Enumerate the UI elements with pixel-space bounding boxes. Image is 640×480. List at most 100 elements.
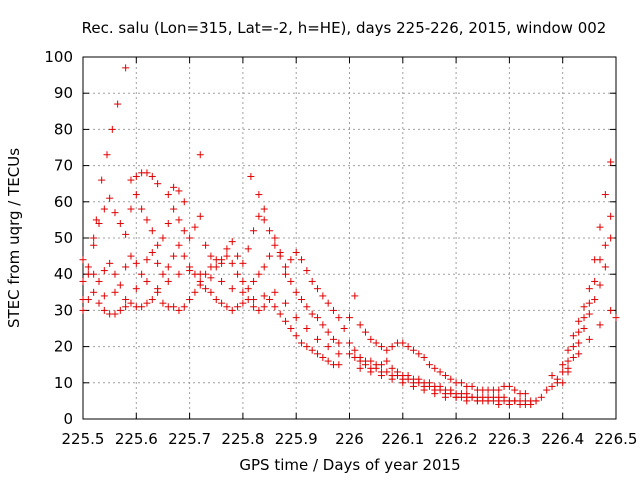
data-point xyxy=(511,397,519,405)
data-point xyxy=(116,306,124,314)
data-point xyxy=(367,335,375,343)
data-point xyxy=(367,368,375,376)
data-point xyxy=(143,277,151,285)
data-point xyxy=(447,390,455,398)
data-point xyxy=(159,299,167,307)
data-point xyxy=(564,346,572,354)
data-point xyxy=(596,223,604,231)
data-point xyxy=(377,343,385,351)
data-point xyxy=(351,353,359,361)
data-point xyxy=(180,303,188,311)
data-point xyxy=(239,259,247,267)
data-point xyxy=(505,382,513,390)
data-point xyxy=(543,386,551,394)
data-point xyxy=(335,361,343,369)
y-tick-label: 90 xyxy=(54,84,73,102)
data-point xyxy=(90,288,98,296)
data-point xyxy=(180,198,188,206)
x-tick-label: 226.1 xyxy=(381,430,424,448)
data-point xyxy=(170,252,178,260)
x-axis-label: GPS time / Days of year 2015 xyxy=(239,456,460,474)
data-point xyxy=(607,234,615,242)
data-point xyxy=(122,296,130,304)
data-point xyxy=(340,325,348,332)
data-point xyxy=(271,303,279,311)
data-point xyxy=(191,288,199,296)
data-point xyxy=(431,364,439,372)
data-point xyxy=(138,270,146,278)
data-point xyxy=(234,303,242,311)
data-point xyxy=(127,205,135,213)
data-point xyxy=(250,227,258,235)
data-point xyxy=(207,252,215,260)
data-point xyxy=(377,372,385,380)
data-point xyxy=(607,212,615,220)
data-point xyxy=(436,368,444,376)
data-point xyxy=(377,361,385,369)
data-point xyxy=(580,325,588,332)
data-points xyxy=(79,64,620,409)
data-point xyxy=(314,335,322,343)
x-tick-label: 226.4 xyxy=(541,430,584,448)
data-point xyxy=(308,346,316,354)
data-point xyxy=(452,393,460,401)
data-point xyxy=(361,361,369,369)
data-point xyxy=(420,386,428,394)
data-point xyxy=(596,321,604,329)
data-point xyxy=(239,277,247,285)
data-point xyxy=(196,270,204,278)
data-point xyxy=(468,382,476,390)
chart-title: Rec. salu (Lon=315, Lat=-2, h=HE), days … xyxy=(82,19,607,37)
data-point xyxy=(95,277,103,285)
data-point xyxy=(282,299,290,307)
data-point xyxy=(457,379,465,387)
data-point xyxy=(276,310,284,318)
data-point xyxy=(548,382,556,390)
data-point xyxy=(255,306,263,314)
data-point xyxy=(186,296,194,304)
data-point xyxy=(100,306,108,314)
data-point xyxy=(303,325,311,332)
data-point xyxy=(276,252,284,260)
data-point xyxy=(218,277,226,285)
data-point xyxy=(114,100,122,108)
data-point xyxy=(260,205,268,213)
y-tick-label: 10 xyxy=(54,374,73,392)
data-point xyxy=(287,277,295,285)
data-point xyxy=(218,299,226,307)
data-point xyxy=(164,220,172,228)
data-point xyxy=(441,372,449,380)
data-point xyxy=(154,285,162,293)
data-point xyxy=(553,375,561,383)
data-point xyxy=(138,303,146,311)
data-point xyxy=(148,172,156,180)
data-point xyxy=(607,306,615,314)
data-point xyxy=(298,296,306,304)
data-point xyxy=(212,296,220,304)
data-point xyxy=(127,176,135,184)
data-point xyxy=(319,353,327,361)
data-point xyxy=(569,332,577,340)
data-point xyxy=(223,303,231,311)
data-point xyxy=(425,382,433,390)
data-point xyxy=(287,256,295,264)
data-point xyxy=(84,296,92,304)
data-point xyxy=(463,397,471,405)
y-tick-labels: 0 10 20 30 40 50 60 70 80 90 100 xyxy=(44,48,73,428)
data-point xyxy=(239,288,247,296)
data-point xyxy=(495,386,503,394)
data-point xyxy=(548,372,556,380)
data-point xyxy=(436,386,444,394)
data-point xyxy=(330,306,338,314)
data-point xyxy=(234,252,242,260)
data-point xyxy=(196,151,204,159)
data-point xyxy=(441,393,449,401)
data-point xyxy=(154,180,162,188)
data-point xyxy=(111,270,119,278)
data-point xyxy=(564,357,572,365)
data-point xyxy=(116,281,124,289)
data-point xyxy=(228,259,236,267)
data-point xyxy=(271,241,279,249)
data-point xyxy=(255,212,263,220)
data-point xyxy=(170,183,178,191)
